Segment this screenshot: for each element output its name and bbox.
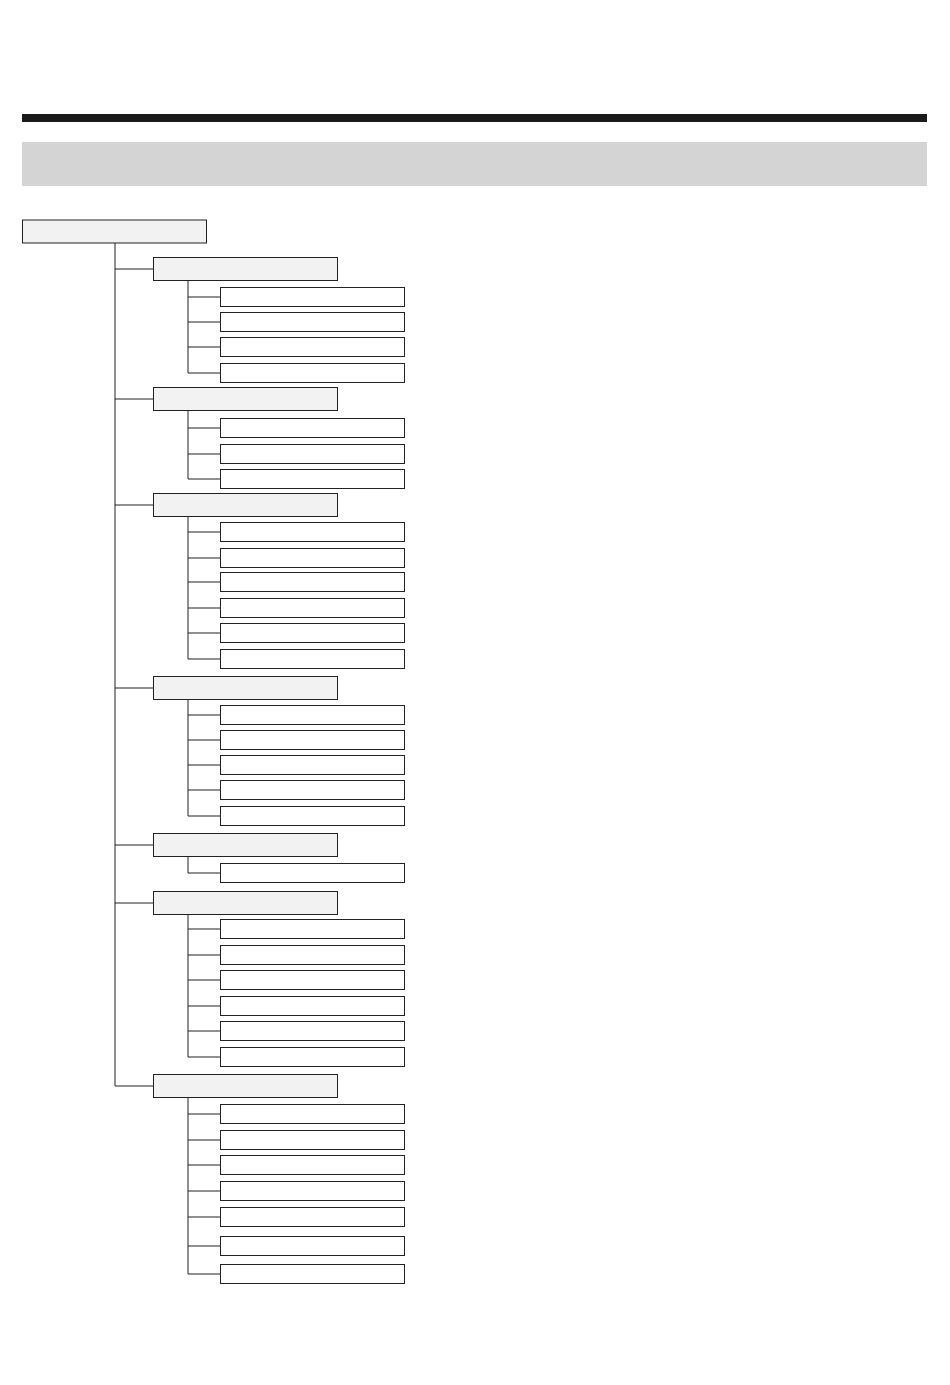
leaf-box — [220, 337, 405, 357]
leaf-box — [220, 363, 405, 383]
leaf-box — [220, 444, 405, 464]
leaf-box — [220, 970, 405, 990]
top-rule — [22, 114, 927, 122]
branch-box — [153, 676, 338, 700]
branch-box — [153, 891, 338, 915]
root-box — [22, 219, 207, 244]
leaf-box — [220, 1021, 405, 1041]
tree — [22, 219, 405, 1284]
leaf-box — [220, 1207, 405, 1227]
leaf-box — [220, 598, 405, 618]
leaf-box — [220, 806, 405, 826]
leaf-box — [220, 548, 405, 568]
leaf-box — [220, 755, 405, 775]
leaf-box — [220, 623, 405, 643]
leaf-box — [220, 522, 405, 542]
leaf-box — [220, 1264, 405, 1284]
leaf-box — [220, 287, 405, 307]
leaf-box — [220, 780, 405, 800]
leaf-box — [220, 730, 405, 750]
branch-box — [153, 493, 338, 517]
leaf-box — [220, 1155, 405, 1175]
leaf-box — [220, 1130, 405, 1150]
leaf-box — [220, 996, 405, 1016]
leaf-box — [220, 312, 405, 332]
leaf-box — [220, 705, 405, 725]
leaf-box — [220, 1236, 405, 1256]
leaf-box — [220, 919, 405, 939]
leaf-box — [220, 418, 405, 438]
leaf-box — [220, 863, 405, 883]
leaf-box — [220, 572, 405, 592]
branch-box — [153, 833, 338, 857]
leaf-box — [220, 649, 405, 669]
leaf-box — [220, 1104, 405, 1124]
header-band — [22, 142, 927, 186]
branch-box — [153, 1074, 338, 1098]
leaf-box — [220, 945, 405, 965]
branch-box — [153, 387, 338, 411]
leaf-box — [220, 1181, 405, 1201]
branch-box — [153, 257, 338, 281]
leaf-box — [220, 469, 405, 489]
leaf-box — [220, 1047, 405, 1067]
